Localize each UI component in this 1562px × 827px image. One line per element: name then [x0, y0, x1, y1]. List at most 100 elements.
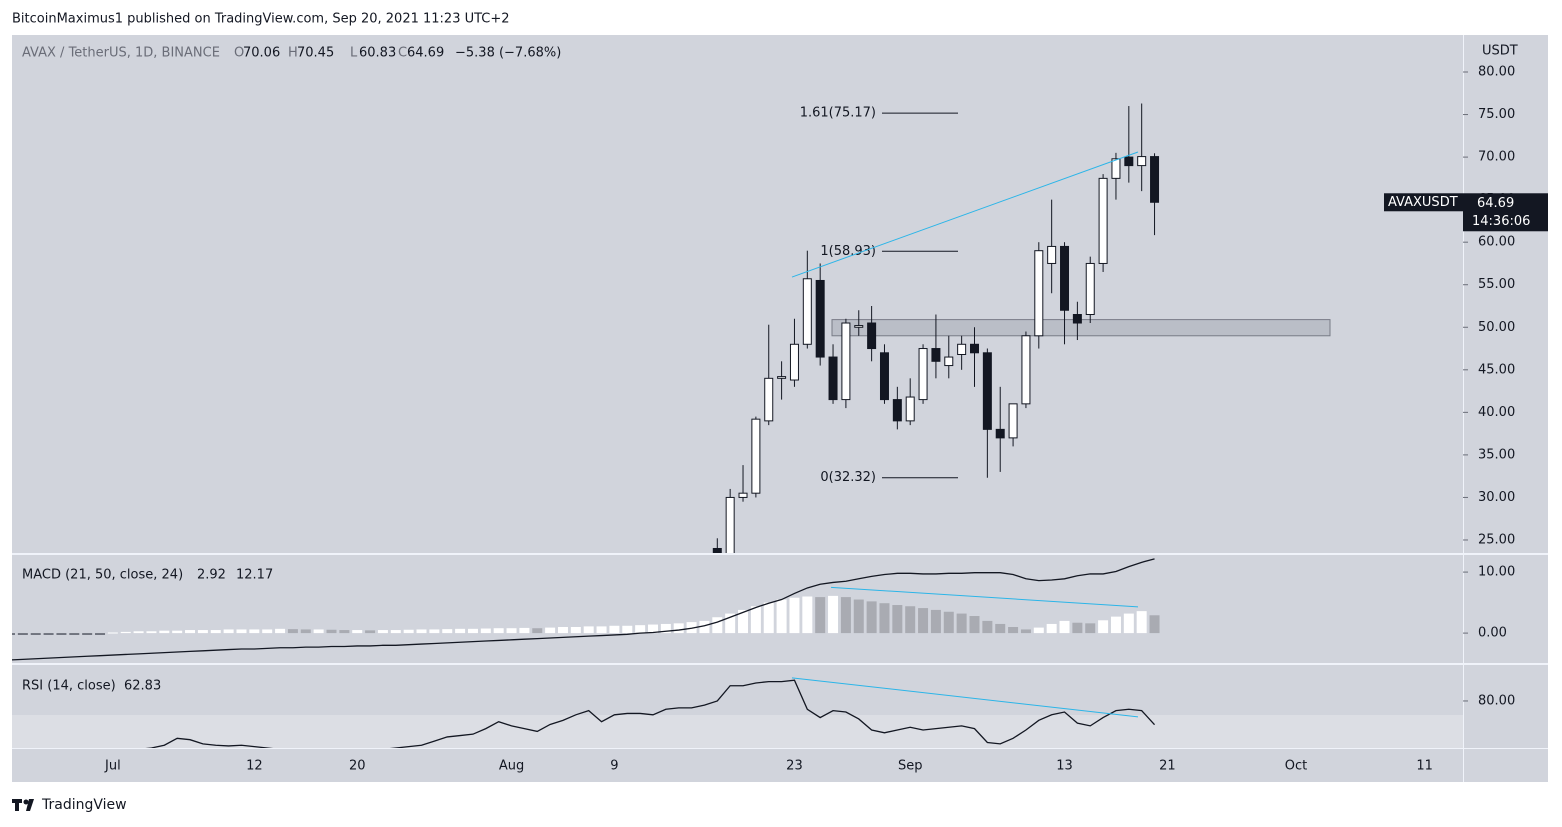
y-tick-label: 60.00	[1478, 235, 1515, 250]
last-price: 64.69	[1477, 196, 1514, 211]
histogram-bar	[506, 628, 517, 634]
candle-body	[1034, 250, 1044, 337]
y-tick-label: 80.00	[1478, 693, 1515, 708]
histogram-bar	[840, 597, 851, 634]
histogram-bar	[1046, 623, 1057, 634]
histogram-bar	[1033, 627, 1044, 634]
candle-body	[764, 377, 774, 422]
histogram-bar	[467, 628, 478, 634]
chart-background	[12, 35, 1548, 782]
histogram-bar	[570, 627, 581, 634]
candle-body	[867, 322, 877, 350]
histogram-bar	[969, 616, 980, 634]
histogram-value: 2.92	[197, 568, 226, 583]
x-tick-label: Aug	[499, 759, 524, 774]
trendline	[791, 151, 1139, 278]
histogram-bar	[1110, 616, 1121, 634]
candle-body	[854, 325, 864, 328]
x-tick-label: 13	[1056, 759, 1073, 774]
candle-body	[892, 399, 902, 422]
y-tick-label: 50.00	[1478, 320, 1515, 335]
histogram-bar	[995, 623, 1006, 634]
candle-body	[751, 418, 761, 494]
ohlc-letter: C	[398, 46, 407, 61]
x-tick-label: Oct	[1285, 759, 1307, 774]
histogram-bar	[146, 631, 157, 634]
x-tick-label: Sep	[898, 759, 923, 774]
histogram-bar	[866, 601, 877, 634]
histogram-bar	[480, 628, 491, 634]
y-tick-label: 80.00	[1478, 65, 1515, 80]
histogram-bar	[1059, 620, 1070, 634]
histogram-bar	[403, 629, 414, 634]
y-tick-label: 30.00	[1478, 490, 1515, 505]
histogram-bar	[95, 633, 106, 635]
histogram-bar	[1085, 623, 1096, 634]
candle-body	[777, 376, 787, 379]
histogram-bar	[43, 633, 54, 635]
y-tick-label: 0.00	[1478, 626, 1507, 641]
candle-body	[712, 547, 722, 553]
histogram-bar	[390, 630, 401, 634]
histogram-bar	[583, 626, 594, 634]
histogram-bar	[12, 633, 15, 635]
histogram-bar	[905, 606, 916, 634]
histogram-bar	[300, 629, 311, 634]
candle-body	[841, 322, 851, 401]
histogram-bar	[956, 613, 967, 634]
histogram-bar	[275, 628, 286, 634]
histogram-bar	[763, 602, 774, 634]
candle-body	[1150, 156, 1160, 203]
candle-body	[918, 348, 928, 401]
histogram-bar	[532, 628, 543, 634]
candle-body	[931, 348, 941, 362]
candle-body	[1124, 156, 1134, 167]
candle-body	[802, 278, 812, 345]
histogram-bar	[982, 620, 993, 634]
histogram-bar	[557, 627, 568, 634]
candle-body	[970, 343, 979, 354]
candle-body	[1008, 403, 1018, 439]
candle-body	[789, 343, 799, 381]
candle-body	[1060, 245, 1070, 311]
x-tick-label: 11	[1416, 759, 1433, 774]
x-tick-label: 9	[610, 759, 618, 774]
rsi-pane	[145, 677, 1156, 748]
histogram-bar	[725, 613, 736, 634]
histogram-bar	[236, 629, 247, 634]
ohlc-value: 70.06	[243, 46, 280, 61]
candle-body	[982, 352, 992, 430]
histogram-bar	[545, 627, 556, 634]
fib-label: 1(58.93)	[820, 244, 876, 259]
histogram-bar	[699, 620, 710, 634]
histogram-bar	[69, 633, 80, 635]
candle-body	[879, 352, 889, 401]
histogram-bar	[56, 633, 67, 635]
candle-body	[1085, 262, 1095, 316]
y-tick-label: 25.00	[1478, 532, 1515, 547]
axis-unit: USDT	[1482, 44, 1518, 59]
indicator-title: MACD (21, 50, close, 24)	[22, 568, 183, 583]
histogram-bar	[1072, 622, 1083, 634]
histogram-bar	[326, 629, 337, 634]
histogram-bar	[609, 625, 620, 634]
histogram-bar	[879, 603, 890, 634]
histogram-bar	[197, 630, 208, 634]
candle-body	[1111, 158, 1121, 179]
ohlc-letter: H	[288, 46, 298, 61]
y-tick-label: 45.00	[1478, 362, 1515, 377]
candle-body	[738, 492, 748, 498]
histogram-bar	[1098, 620, 1109, 634]
histogram-bar	[416, 629, 427, 634]
histogram-bar	[30, 633, 41, 635]
candle-body	[957, 343, 967, 355]
histogram-bar	[313, 629, 324, 634]
histogram-bar	[660, 623, 671, 634]
macd-value: 12.17	[236, 568, 273, 583]
histogram-bar	[223, 629, 234, 634]
histogram-bar	[249, 629, 260, 634]
histogram-bar	[1136, 611, 1147, 634]
histogram-bar	[1149, 615, 1160, 634]
histogram-bar	[1008, 627, 1019, 634]
histogram-bar	[930, 609, 941, 634]
